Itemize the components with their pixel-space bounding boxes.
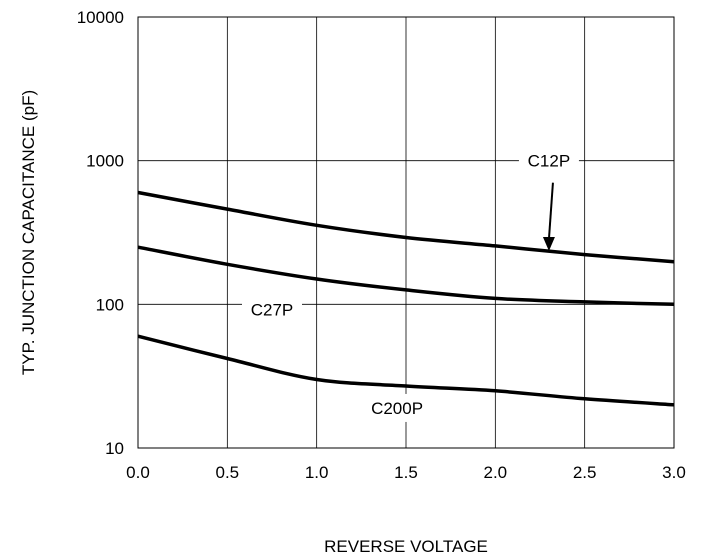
- x-tick-label: 1.5: [394, 463, 418, 482]
- series-label-c200p: C200P: [371, 399, 423, 418]
- annotations: C12P C27P C200P: [242, 146, 579, 422]
- series-line-c12p: [137, 190, 675, 264]
- x-tick-labels: 0.0 0.5 1.0 1.5 2.0 2.5 3.0: [126, 463, 686, 482]
- x-tick-label: 1.0: [305, 463, 329, 482]
- label-background-c200p: [367, 393, 428, 422]
- y-tick-label: 100: [96, 295, 124, 314]
- arrow-head-c12p: [542, 237, 555, 252]
- y-tick-labels: 10 100 1000 10000: [77, 8, 124, 458]
- label-background-c12p: [518, 146, 579, 175]
- y-tick-label: 10: [105, 439, 124, 458]
- y-tick-label: 1000: [86, 152, 124, 171]
- y-tick-label: 10000: [77, 8, 124, 27]
- grid: [137, 16, 675, 449]
- series-lines: [137, 190, 675, 407]
- series-label-c12p: C12P: [528, 152, 571, 171]
- x-tick-label: 0.5: [216, 463, 240, 482]
- y-axis-label: TYP. JUNCTION CAPACITANCE (pF): [19, 90, 38, 375]
- plot-frame: [137, 16, 675, 449]
- label-background-c27p: [242, 295, 302, 324]
- arrow-shaft-c12p: [547, 182, 554, 240]
- x-tick-label: 2.0: [484, 463, 508, 482]
- x-tick-label: 2.5: [573, 463, 597, 482]
- x-tick-label: 3.0: [662, 463, 686, 482]
- series-label-c27p: C27P: [251, 301, 294, 320]
- x-axis-label: REVERSE VOLTAGE: [324, 537, 488, 556]
- x-tick-label: 0.0: [126, 463, 150, 482]
- series-line-c27p: [137, 245, 675, 307]
- series-line-c200p: [137, 334, 675, 407]
